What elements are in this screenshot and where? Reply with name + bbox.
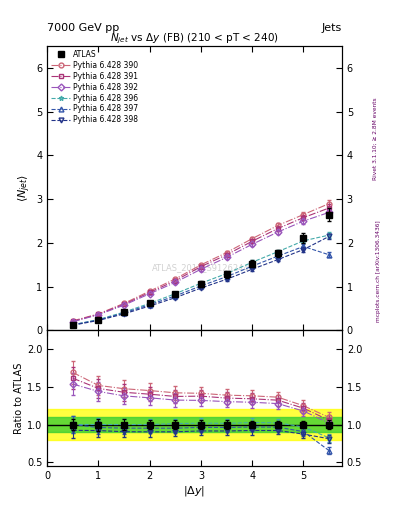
Y-axis label: Ratio to ATLAS: Ratio to ATLAS	[14, 362, 24, 434]
Text: mcplots.cern.ch [arXiv:1306.3436]: mcplots.cern.ch [arXiv:1306.3436]	[376, 221, 381, 322]
Text: ATLAS_2011_S9126244: ATLAS_2011_S9126244	[152, 263, 249, 272]
Y-axis label: $\langle N_{jet} \rangle$: $\langle N_{jet} \rangle$	[17, 174, 33, 202]
Bar	[47, 410, 342, 440]
Text: Jets: Jets	[321, 23, 342, 33]
Bar	[47, 417, 342, 432]
Title: $N_{jet}$ vs $\Delta y$ (FB) (210 < pT < 240): $N_{jet}$ vs $\Delta y$ (FB) (210 < pT <…	[110, 32, 279, 46]
Text: Rivet 3.1.10; ≥ 2.8M events: Rivet 3.1.10; ≥ 2.8M events	[373, 97, 378, 180]
Text: 7000 GeV pp: 7000 GeV pp	[47, 23, 119, 33]
Legend: ATLAS, Pythia 6.428 390, Pythia 6.428 391, Pythia 6.428 392, Pythia 6.428 396, P: ATLAS, Pythia 6.428 390, Pythia 6.428 39…	[50, 48, 140, 126]
X-axis label: $|\Delta y|$: $|\Delta y|$	[184, 483, 206, 498]
